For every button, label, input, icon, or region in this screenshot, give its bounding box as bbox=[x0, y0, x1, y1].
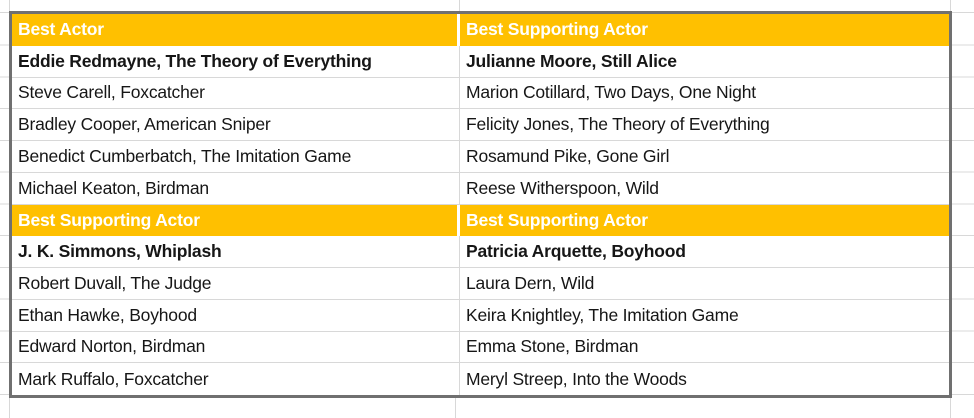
nominee-cell[interactable]: Benedict Cumberbatch, The Imitation Game bbox=[12, 141, 460, 173]
sheet-row-gridlines bbox=[0, 14, 9, 396]
nominee-cell[interactable]: Emma Stone, Birdman bbox=[460, 332, 949, 364]
category-header-cell[interactable]: Best Supporting Actor bbox=[12, 204, 460, 237]
nominee-cell[interactable]: Keira Knightley, The Imitation Game bbox=[460, 300, 949, 332]
nominee-cell[interactable]: Felicity Jones, The Theory of Everything bbox=[460, 109, 949, 141]
nominee-cell[interactable]: Marion Cotillard, Two Days, One Night bbox=[460, 78, 949, 110]
nominee-cell[interactable]: Ethan Hawke, Boyhood bbox=[12, 299, 460, 332]
category-header-cell[interactable]: Best Actor bbox=[12, 14, 460, 46]
sheet-gridline bbox=[952, 12, 974, 13]
winner-cell[interactable]: Julianne Moore, Still Alice bbox=[460, 46, 949, 78]
sheet-gridline bbox=[9, 0, 10, 11]
winner-cell[interactable]: J. K. Simmons, Whiplash bbox=[12, 236, 460, 268]
sheet-gridline bbox=[950, 398, 951, 418]
category-header-cell[interactable]: Best Supporting Actor bbox=[460, 14, 949, 46]
sheet-gridline bbox=[9, 398, 10, 418]
category-header-cell[interactable]: Best Supporting Actor bbox=[460, 204, 949, 237]
sheet-row-gridlines bbox=[952, 14, 974, 396]
nominee-cell[interactable]: Laura Dern, Wild bbox=[460, 268, 949, 300]
sheet-gridline bbox=[455, 398, 456, 418]
nominee-cell[interactable]: Steve Carell, Foxcatcher bbox=[12, 77, 460, 110]
nominee-cell[interactable]: Edward Norton, Birdman bbox=[12, 331, 460, 364]
winner-cell[interactable]: Eddie Redmayne, The Theory of Everything bbox=[12, 45, 460, 78]
nominee-cell[interactable]: Meryl Streep, Into the Woods bbox=[466, 368, 687, 389]
nominee-cell[interactable]: Michael Keaton, Birdman bbox=[12, 172, 460, 205]
nominee-cell[interactable]: Mark Ruffalo, Foxcatcher bbox=[12, 363, 460, 395]
nominee-cell[interactable]: Bradley Cooper, American Sniper bbox=[12, 109, 460, 141]
sheet-gridline bbox=[950, 0, 951, 11]
nominee-cell[interactable]: Reese Witherspoon, Wild bbox=[460, 173, 949, 205]
nominee-cell[interactable]: Robert Duvall, The Judge bbox=[12, 268, 460, 300]
sheet-gridline bbox=[459, 0, 460, 11]
nominee-cell[interactable]: Rosamund Pike, Gone Girl bbox=[460, 141, 949, 173]
sheet-gridline bbox=[0, 12, 9, 13]
winner-cell[interactable]: Patricia Arquette, Boyhood bbox=[460, 236, 949, 268]
awards-table: Best Actor Best Supporting Actor Eddie R… bbox=[9, 11, 952, 398]
